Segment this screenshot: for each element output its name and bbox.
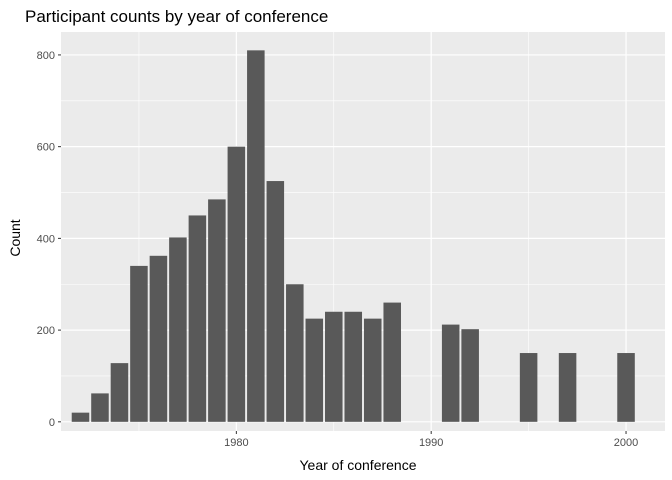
bar-1975 (130, 265, 148, 422)
bar-1981 (247, 50, 265, 422)
y-tick-label: 400 (37, 233, 55, 245)
bar-1978 (188, 215, 207, 422)
bar-1976 (149, 255, 168, 422)
bar-1982 (266, 181, 285, 422)
bar-1997 (558, 353, 577, 422)
x-tick-label: 1990 (419, 437, 443, 449)
y-tick-label: 0 (49, 417, 55, 429)
y-axis: 0 200 400 600 800 (37, 50, 61, 429)
x-tick-label: 2000 (614, 437, 638, 449)
bar-1980 (227, 146, 246, 422)
bar-1986 (344, 311, 363, 422)
bar-1973 (91, 393, 109, 422)
chart-title: Participant counts by year of conference (25, 7, 328, 26)
y-tick-label: 800 (37, 50, 55, 62)
y-tick-label: 600 (37, 142, 55, 154)
x-axis: 1980 1990 2000 (224, 431, 638, 449)
bars (71, 50, 635, 422)
y-tick-label: 200 (37, 325, 55, 337)
bar-1983 (286, 284, 304, 422)
bar-1974 (110, 363, 129, 422)
x-tick-label: 1980 (224, 437, 248, 449)
x-axis-title: Year of conference (299, 457, 416, 473)
bar-1979 (208, 199, 226, 422)
bar-1992 (461, 329, 479, 422)
bar-1988 (383, 302, 401, 422)
bar-1977 (169, 237, 187, 422)
bar-1987 (363, 318, 382, 422)
bar-1972 (71, 412, 90, 422)
bar-1984 (305, 318, 324, 422)
bar-1995 (519, 353, 538, 422)
bar-1991 (441, 324, 460, 422)
bar-2000 (617, 353, 635, 422)
y-axis-title: Count (7, 219, 23, 256)
bar-1985 (325, 311, 343, 422)
